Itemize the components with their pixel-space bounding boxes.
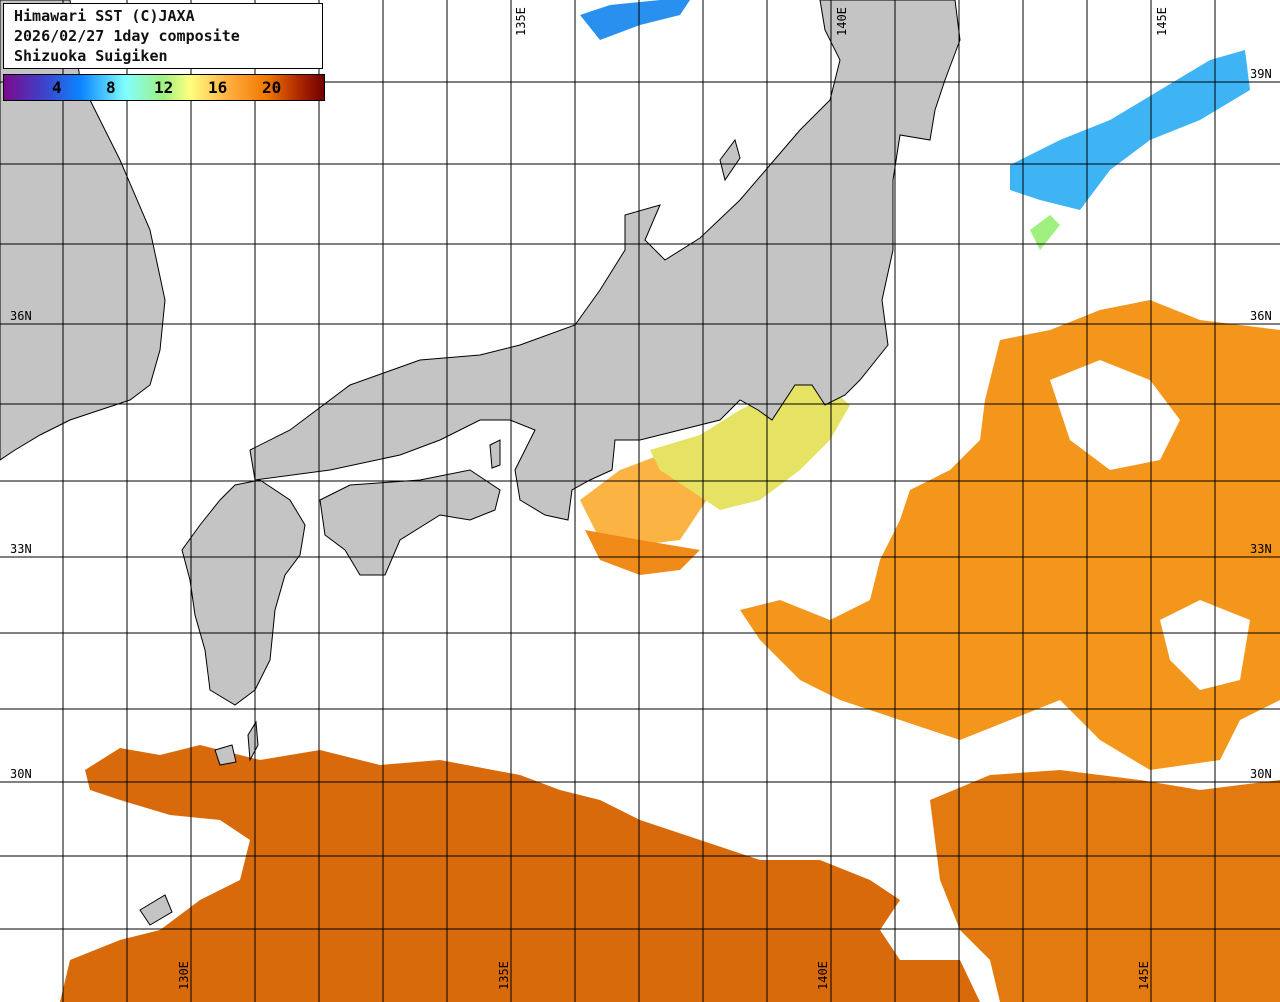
lon-label-140e-bottom: 140E: [816, 961, 830, 990]
title-line-1: Himawari SST (C)JAXA: [14, 7, 195, 25]
legend-tick: 12: [154, 78, 174, 97]
lon-label-135e-bottom: 135E: [497, 961, 511, 990]
lat-label-30n-left: 30N: [10, 767, 32, 781]
legend-tick: 20: [262, 78, 282, 97]
title-box: Himawari SST (C)JAXA 2026/02/27 1day com…: [3, 3, 323, 69]
legend-tick: 4: [52, 78, 62, 97]
title-line-2: 2026/02/27 1day composite: [14, 27, 240, 45]
lon-label-135e-top: 135E: [514, 7, 528, 36]
sst-south-warm: [60, 745, 980, 1002]
lon-label-145e-bottom: 145E: [1137, 961, 1151, 990]
land-shikoku: [319, 469, 501, 576]
color-scale-legend: 4 8 12 16 20: [3, 74, 325, 101]
land-sado: [719, 138, 741, 182]
land-kyushu: [181, 479, 306, 706]
sst-gap-2: [1160, 600, 1250, 690]
lat-label-33n-right: 33N: [1250, 542, 1272, 556]
sst-southeast: [930, 770, 1280, 1002]
land-honshu: [249, 0, 961, 521]
lat-label-30n-right: 30N: [1250, 767, 1272, 781]
lon-labels-top: 135E 140E 145E: [514, 7, 1169, 36]
land-layer: [0, 0, 961, 926]
lat-labels: 36N 33N 30N 39N 36N 33N 30N: [10, 67, 1272, 781]
sst-top-blue: [580, 0, 690, 40]
sst-coastal-orange: [585, 530, 700, 575]
lon-label-145e-top: 145E: [1155, 7, 1169, 36]
sst-izu-yellow: [650, 380, 850, 510]
title-line-3: Shizuoka Suigiken: [14, 47, 168, 65]
sst-north-blue: [1010, 50, 1250, 210]
lon-labels-bottom: 130E 135E 140E 145E: [177, 961, 1151, 990]
legend-tick: 16: [208, 78, 228, 97]
legend-tick: 8: [106, 78, 116, 97]
land-yakushima: [214, 744, 237, 766]
sst-north-green: [1030, 215, 1060, 250]
lat-label-33n-left: 33N: [10, 542, 32, 556]
land-awaji: [489, 439, 501, 469]
sst-layer: [60, 0, 1280, 1002]
lon-label-130e-bottom: 130E: [177, 961, 191, 990]
lat-label-39n-right: 39N: [1250, 67, 1272, 81]
lat-label-36n-right: 36N: [1250, 309, 1272, 323]
land-tanegashima: [247, 720, 259, 762]
lon-label-140e-top: 140E: [835, 7, 849, 36]
land-amami: [139, 894, 173, 926]
sst-gap-1: [1050, 360, 1180, 470]
lat-label-36n-left: 36N: [10, 309, 32, 323]
land-korea: [0, 0, 166, 461]
